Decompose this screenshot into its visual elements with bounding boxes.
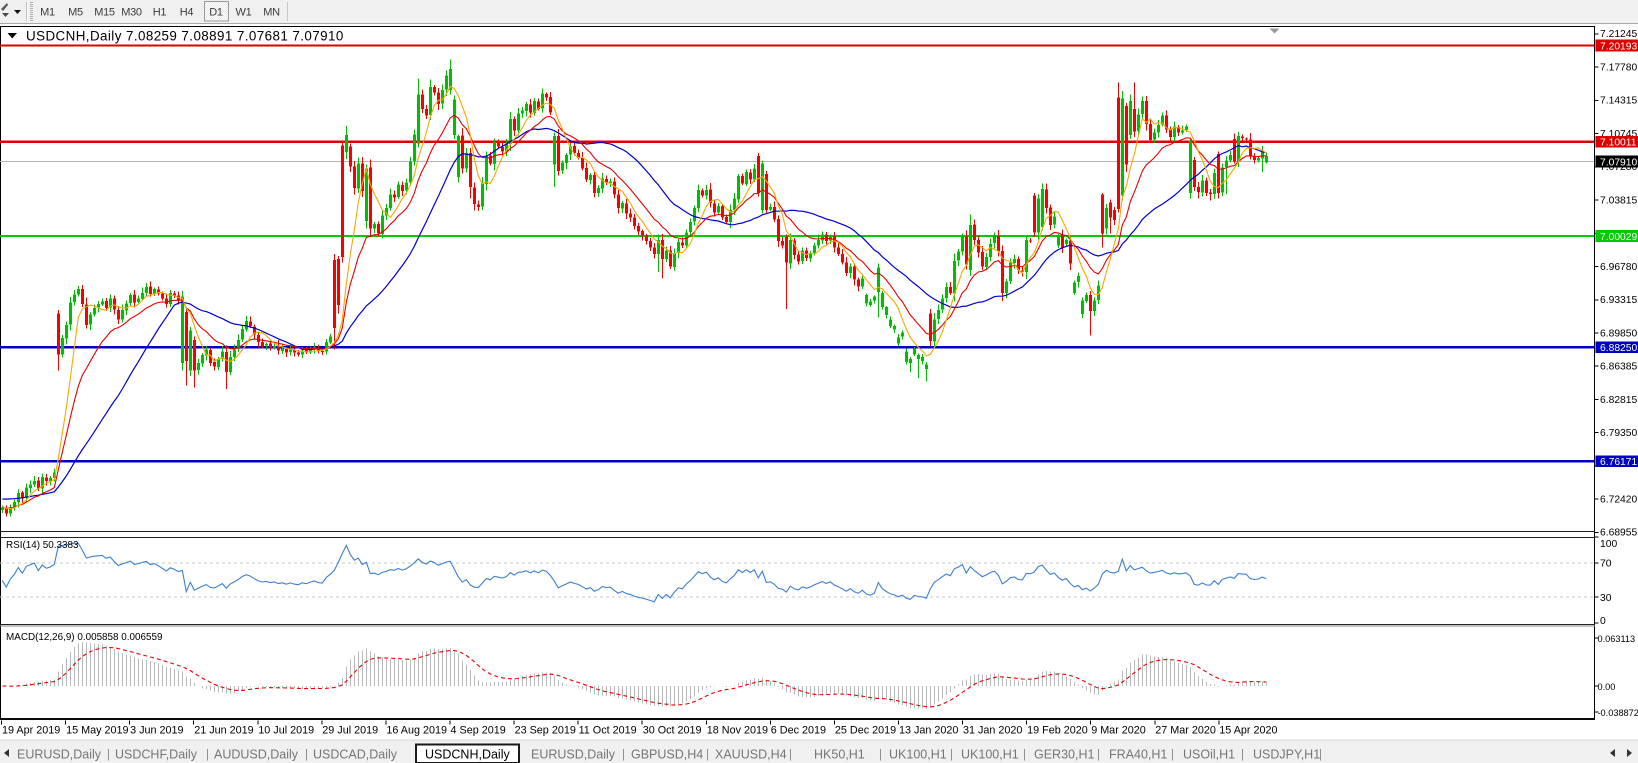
svg-text:7.10011: 7.10011 — [1600, 138, 1637, 149]
svg-text:USOil,H1: USOil,H1 — [1183, 748, 1235, 762]
svg-text:H4: H4 — [180, 7, 194, 19]
svg-text:EURUSD,Daily: EURUSD,Daily — [17, 748, 102, 762]
svg-text:RSI(14) 50.3383: RSI(14) 50.3383 — [6, 540, 79, 551]
svg-text:6.89850: 6.89850 — [1600, 328, 1637, 339]
svg-text:UK100,H1: UK100,H1 — [889, 748, 947, 762]
svg-text:|: | — [107, 749, 110, 761]
svg-text:30: 30 — [1600, 593, 1612, 604]
svg-text:6.68955: 6.68955 — [1600, 528, 1637, 539]
svg-text:6.86385: 6.86385 — [1600, 362, 1637, 373]
svg-text:7.07280: 7.07280 — [1600, 162, 1637, 173]
svg-text:21 Jun 2019: 21 Jun 2019 — [194, 725, 253, 737]
svg-text:7.21245: 7.21245 — [1600, 29, 1637, 40]
svg-text:|: | — [1241, 749, 1244, 761]
svg-text:30 Oct 2019: 30 Oct 2019 — [643, 725, 702, 737]
svg-text:|: | — [879, 749, 882, 761]
svg-text:18 Nov 2019: 18 Nov 2019 — [707, 725, 768, 737]
svg-text:23 Sep 2019: 23 Sep 2019 — [515, 725, 576, 737]
svg-text:16 Aug 2019: 16 Aug 2019 — [386, 725, 447, 737]
svg-text:7.20193: 7.20193 — [1600, 41, 1637, 52]
svg-text:0.063113: 0.063113 — [1598, 634, 1636, 644]
svg-text:7.14315: 7.14315 — [1600, 96, 1637, 107]
svg-text:UK100,H1: UK100,H1 — [961, 748, 1019, 762]
svg-text:-0.038872: -0.038872 — [1598, 708, 1638, 718]
svg-text:6.96780: 6.96780 — [1600, 262, 1637, 273]
svg-text:6.79350: 6.79350 — [1600, 428, 1637, 439]
svg-text:70: 70 — [1600, 559, 1612, 570]
svg-text:|: | — [206, 749, 209, 761]
svg-text:100: 100 — [1600, 539, 1617, 550]
svg-text:XAUUSD,H4: XAUUSD,H4 — [715, 748, 787, 762]
svg-text:MACD(12,26,9) 0.005858 0.00655: MACD(12,26,9) 0.005858 0.006559 — [6, 632, 163, 643]
svg-text:0: 0 — [1600, 616, 1606, 627]
svg-text:GER30,H1: GER30,H1 — [1034, 748, 1094, 762]
svg-text:|: | — [1097, 749, 1100, 761]
svg-text:27 Mar 2020: 27 Mar 2020 — [1155, 725, 1216, 737]
svg-text:EURUSD,Daily: EURUSD,Daily — [531, 748, 616, 762]
svg-text:6.72420: 6.72420 — [1600, 495, 1637, 506]
svg-text:6.93315: 6.93315 — [1600, 295, 1637, 306]
svg-text:25 Dec 2019: 25 Dec 2019 — [835, 725, 896, 737]
svg-text:0.00: 0.00 — [1598, 682, 1616, 692]
svg-text:6.76171: 6.76171 — [1600, 457, 1637, 468]
svg-text:7.00029: 7.00029 — [1600, 232, 1637, 243]
svg-text:FRA40,H1: FRA40,H1 — [1109, 748, 1167, 762]
svg-text:D1: D1 — [209, 7, 223, 19]
svg-text:|: | — [622, 749, 625, 761]
svg-text:7.07910: 7.07910 — [1600, 157, 1637, 168]
svg-text:H1: H1 — [153, 7, 167, 19]
svg-text:|: | — [1319, 749, 1322, 761]
svg-text:7.10745: 7.10745 — [1600, 129, 1637, 140]
svg-text:19 Apr 2019: 19 Apr 2019 — [2, 725, 60, 737]
svg-text:|: | — [1171, 749, 1174, 761]
svg-text:7.17780: 7.17780 — [1600, 62, 1637, 73]
svg-text:|: | — [950, 749, 953, 761]
svg-text:MN: MN — [263, 7, 280, 19]
svg-text:W1: W1 — [236, 7, 252, 19]
svg-text:6.82815: 6.82815 — [1600, 395, 1637, 406]
svg-text:USDCHF,Daily: USDCHF,Daily — [115, 748, 198, 762]
svg-text:|: | — [1023, 749, 1026, 761]
svg-text:GBPUSD,H4: GBPUSD,H4 — [631, 748, 703, 762]
svg-text:6 Dec 2019: 6 Dec 2019 — [771, 725, 826, 737]
svg-text:|: | — [305, 749, 308, 761]
svg-text:M15: M15 — [94, 7, 115, 19]
svg-text:|: | — [789, 749, 792, 761]
svg-text:13 Jan 2020: 13 Jan 2020 — [899, 725, 958, 737]
svg-text:9 Mar 2020: 9 Mar 2020 — [1091, 725, 1146, 737]
svg-text:HK50,H1: HK50,H1 — [814, 748, 865, 762]
svg-text:29 Jul 2019: 29 Jul 2019 — [322, 725, 378, 737]
svg-text:3 Jun 2019: 3 Jun 2019 — [130, 725, 183, 737]
svg-text:USDCAD,Daily: USDCAD,Daily — [313, 748, 398, 762]
svg-text:AUDUSD,Daily: AUDUSD,Daily — [214, 748, 299, 762]
svg-text:M1: M1 — [40, 7, 55, 19]
svg-text:6.88250: 6.88250 — [1600, 343, 1637, 354]
svg-text:|: | — [706, 749, 709, 761]
svg-text:10 Jul 2019: 10 Jul 2019 — [258, 725, 314, 737]
svg-text:4 Sep 2019: 4 Sep 2019 — [451, 725, 506, 737]
svg-text:USDCNH,Daily: USDCNH,Daily — [425, 748, 510, 762]
svg-text:15 Apr 2020: 15 Apr 2020 — [1219, 725, 1277, 737]
svg-text:19 Feb 2020: 19 Feb 2020 — [1027, 725, 1088, 737]
svg-text:15 May 2019: 15 May 2019 — [66, 725, 128, 737]
svg-text:11 Oct 2019: 11 Oct 2019 — [579, 725, 637, 737]
svg-text:M30: M30 — [121, 7, 142, 19]
svg-text:31 Jan 2020: 31 Jan 2020 — [963, 725, 1022, 737]
svg-text:7.03815: 7.03815 — [1600, 195, 1637, 206]
svg-text:M5: M5 — [68, 7, 83, 19]
svg-text:USDCNH,Daily 7.08259 7.08891: USDCNH,Daily 7.08259 7.08891 7.07681 7.0… — [26, 29, 344, 44]
svg-text:USDJPY,H1: USDJPY,H1 — [1253, 748, 1320, 762]
